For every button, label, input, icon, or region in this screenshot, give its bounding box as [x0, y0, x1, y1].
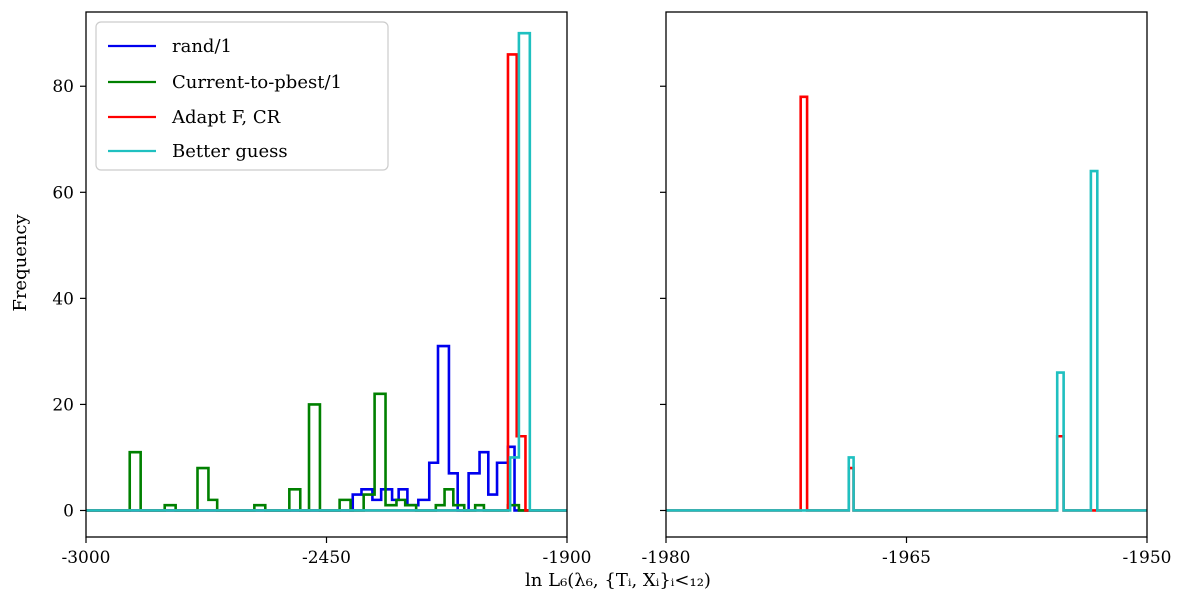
legend-entry-pbest: Current-to-pbest/1 — [108, 72, 342, 93]
legend-entry-better: Better guess — [108, 141, 288, 162]
left-ytick-label: 20 — [52, 395, 74, 415]
left-series-layer — [86, 31, 567, 512]
legend-entry-adapt: Adapt F, CR — [108, 107, 281, 128]
right-series-better — [666, 169, 1147, 512]
right-series-adapt — [666, 95, 1147, 512]
left-series-better — [86, 31, 567, 512]
legend-box — [95, 21, 389, 171]
legend-entry-rand1: rand/1 — [108, 36, 232, 57]
right-series-layer — [666, 95, 1147, 512]
left-xtick-label: -2450 — [302, 548, 351, 568]
right-xtick-label: -1965 — [882, 548, 931, 568]
right-xtick-label: -1980 — [641, 548, 690, 568]
left-ytick-label: 40 — [52, 289, 74, 309]
left-ytick-label: 80 — [52, 77, 74, 97]
left-series-pbest — [86, 392, 567, 512]
legend-label-pbest: Current-to-pbest/1 — [172, 72, 342, 93]
legend-label-better: Better guess — [172, 141, 288, 162]
legend-label-adapt: Adapt F, CR — [171, 107, 281, 128]
legend: rand/1 Current-to-pbest/1 Adapt F, CR Be… — [95, 21, 389, 171]
left-panel: -3000 -2450 -1900 0 20 40 60 80 rand/1 Current-… — [52, 11, 592, 568]
right-panel: -1980 -1965 -1950 — [641, 11, 1172, 568]
legend-label-rand1: rand/1 — [172, 36, 232, 57]
x-axis-label: ln L₆(λ₆, {Tᵢ, Xᵢ}ᵢ<₁₂) — [525, 570, 711, 591]
left-ticks: -3000 -2450 -1900 0 20 40 60 80 — [52, 77, 591, 568]
right-xtick-label: -1950 — [1122, 548, 1171, 568]
y-axis-label: Frequency — [10, 213, 31, 311]
left-ytick-label: 60 — [52, 183, 74, 203]
left-series-adapt — [86, 53, 567, 512]
left-xtick-label: -3000 — [61, 548, 110, 568]
right-ticks: -1980 -1965 -1950 — [641, 85, 1172, 568]
left-series-rand1 — [86, 344, 567, 512]
right-axes-frame — [665, 11, 1148, 538]
left-xtick-label: -1900 — [542, 548, 591, 568]
left-ytick-label: 0 — [63, 501, 74, 521]
